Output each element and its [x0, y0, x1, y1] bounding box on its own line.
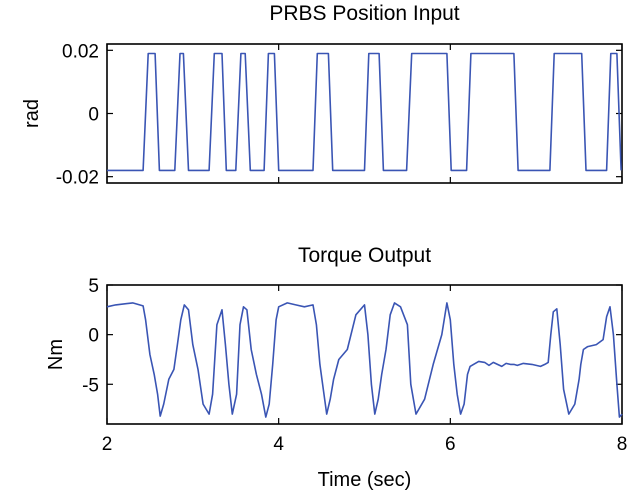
torque-output-xtick-label: 4 [273, 434, 284, 455]
torque-output-series-line [106, 302, 623, 418]
torque-output-ytick-label: 0 [88, 326, 99, 347]
torque-output-axes-frame [106, 284, 623, 425]
torque-output-ytick-label: -5 [82, 375, 99, 396]
position-input-ytick-label: 0.02 [62, 41, 99, 62]
torque-output-ticks [106, 284, 623, 424]
torque-output-ylabel: Nm [45, 339, 67, 370]
position-input-series-line [107, 52, 622, 172]
torque-output-panel: Torque Output Nm Time (sec) 2 4 6 8 -5 0 5 [45, 244, 627, 491]
position-input-panel: PRBS Position Input rad -0.02 0 0.02 [21, 2, 623, 189]
position-input-plot-area [107, 52, 622, 172]
torque-output-xtick-label: 2 [102, 434, 113, 455]
torque-output-title: Torque Output [298, 244, 431, 267]
position-input-title: PRBS Position Input [269, 2, 459, 25]
torque-output-ytick-label: 5 [88, 276, 99, 297]
time-xlabel: Time (sec) [318, 469, 412, 491]
position-input-ylabel: rad [21, 99, 43, 128]
position-input-ytick-label: -0.02 [56, 168, 99, 189]
torque-output-tick-labels: 2 4 6 8 -5 0 5 [82, 276, 627, 455]
torque-output-plot-area [106, 302, 623, 418]
torque-output-xtick-label: 6 [445, 434, 456, 455]
position-input-ytick-label: 0 [88, 105, 99, 126]
position-input-tick-labels: -0.02 0 0.02 [56, 41, 99, 188]
torque-output-xtick-label: 8 [617, 434, 628, 455]
